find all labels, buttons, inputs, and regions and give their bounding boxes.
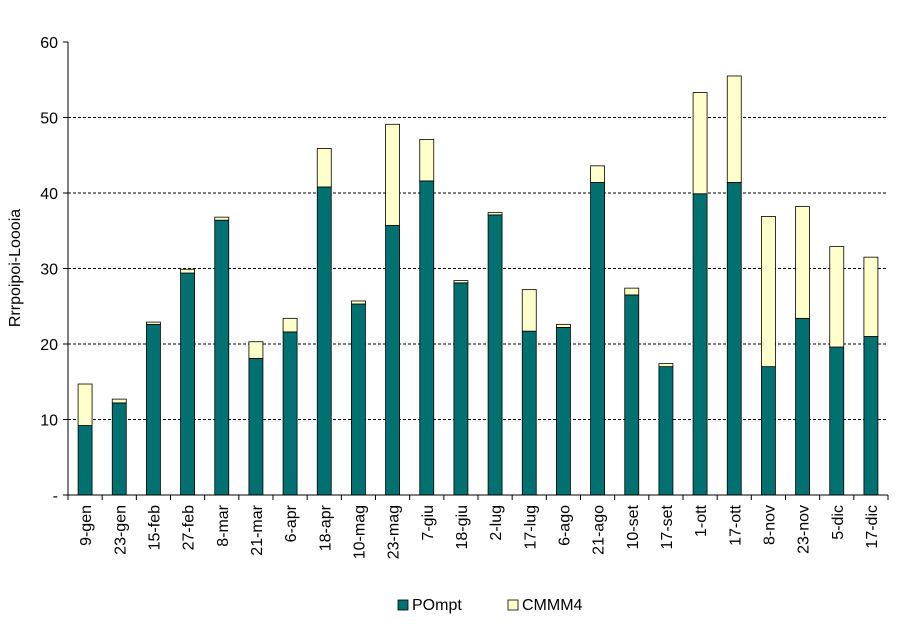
bar-series2 [146,321,161,325]
bar-series2 [214,216,230,221]
bar-series1 [521,330,537,496]
bar-series1 [692,193,708,496]
bar-series2 [385,123,400,226]
legend-swatch [507,599,519,611]
x-tick-label: 21-ago [591,505,608,555]
y-tick-label: 30 [40,262,58,279]
bar-series1 [487,214,503,496]
bar-series1 [385,225,400,496]
bar-series1 [726,182,742,496]
x-tick-label: 6-ago [556,505,573,546]
bar-series2 [726,75,742,183]
x-tick-label: 17-dic [864,505,881,549]
x-tick-label: 23-gen [112,505,129,555]
y-tick-label: - [53,488,58,505]
bar-series1 [111,402,127,496]
y-tick-label: 40 [40,186,58,203]
bar-series2 [521,289,537,332]
bar-series1 [863,336,879,496]
bar-series2 [624,287,640,296]
bar-series2 [795,206,810,319]
bar-series1 [829,346,845,496]
x-tick-label: 23-nov [796,505,813,554]
x-tick-label: 18-giu [454,505,471,549]
bar-series2 [180,268,195,274]
bar-series1 [624,294,640,496]
bar-series1 [658,366,674,496]
y-axis-title: Rrrpoipoi-Loooia [7,209,24,327]
gridlines [68,117,888,420]
x-tick-label: 18-apr [317,504,334,551]
bar-series1 [590,182,605,496]
bar-series1 [77,425,93,496]
bar-series2 [658,363,674,368]
x-tick-label: 8-mar [215,504,232,546]
bar-series2 [487,212,503,216]
bar-series1 [316,186,332,496]
bar-series2 [351,300,366,305]
bar-series1 [453,282,469,496]
bar-series2 [453,280,469,284]
bar-series1 [282,331,298,496]
bar-series2 [248,341,264,359]
bar-series2 [761,216,776,368]
bar-series2 [282,317,298,333]
legend: POmpt CMMM4 [397,597,583,614]
y-tick-label: 20 [40,337,58,354]
bar-series1 [180,272,195,496]
y-tick-label: 60 [40,35,58,52]
legend-label: POmpt [412,597,462,614]
bar-series2 [692,92,708,195]
x-tick-label: 17-set [659,504,676,549]
bar-series1 [351,303,366,496]
bar-series2 [863,256,879,337]
bar-series2 [419,138,435,182]
x-tick-label: 17-ott [727,504,744,545]
bar-series1 [419,180,435,496]
x-tick-label: 15-feb [146,505,163,550]
bar-series2 [829,246,845,348]
bar-series1 [556,326,571,496]
x-tick-label: 10-set [625,504,642,549]
legend-swatch [397,599,409,611]
bar-series1 [248,357,264,496]
bar-series2 [556,323,571,328]
bar-series1 [795,317,810,496]
x-tick-label: 10-mag [351,505,368,559]
x-tick-label: 9-gen [78,505,95,546]
bar-series1 [214,219,230,496]
bar-series1 [761,366,776,496]
x-tick-label: 17-lug [522,505,539,549]
y-tick-label: 10 [40,413,58,430]
bar-series2 [111,398,127,404]
bars [77,75,879,496]
bar-series2 [316,148,332,188]
axes: - 10 20 30 40 50 60 9-gen 23-gen 15-feb 27-feb 8-ma… [40,35,889,559]
x-tick-label: 7-giu [420,505,437,541]
x-tick-label: 8-nov [761,505,778,545]
x-tick-label: 5-dic [830,505,847,540]
x-tick-label: 2-lug [488,505,505,541]
legend-label: CMMM4 [522,597,583,614]
y-tick-label: 50 [40,111,58,128]
x-tick-label: 27-feb [181,505,198,550]
bar-series2 [77,383,93,426]
bar-series2 [590,165,605,183]
x-tick-label: 1-ott [693,504,710,537]
x-tick-label: 23-mag [386,505,403,559]
bar-series1 [146,323,161,496]
x-tick-label: 21-mar [249,504,266,555]
x-tick-label: 6-apr [283,504,300,542]
